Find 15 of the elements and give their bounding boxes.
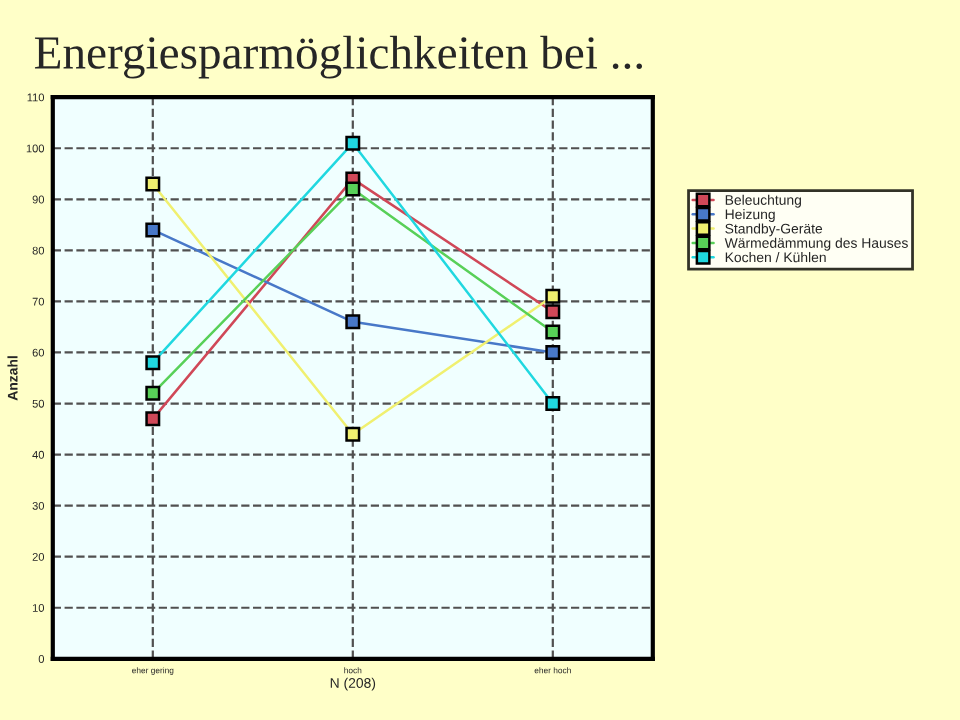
point [145,411,161,427]
point [545,344,561,360]
point [145,222,161,238]
point [345,314,361,330]
point [345,426,361,442]
point [345,135,361,151]
point [345,181,361,197]
point [545,324,561,340]
point [545,288,561,304]
point [145,385,161,401]
chart-title: Energiesparmöglichkeiten bei ... [34,35,643,79]
point [145,176,161,192]
point [545,304,561,320]
point [545,396,561,412]
point [145,355,161,371]
